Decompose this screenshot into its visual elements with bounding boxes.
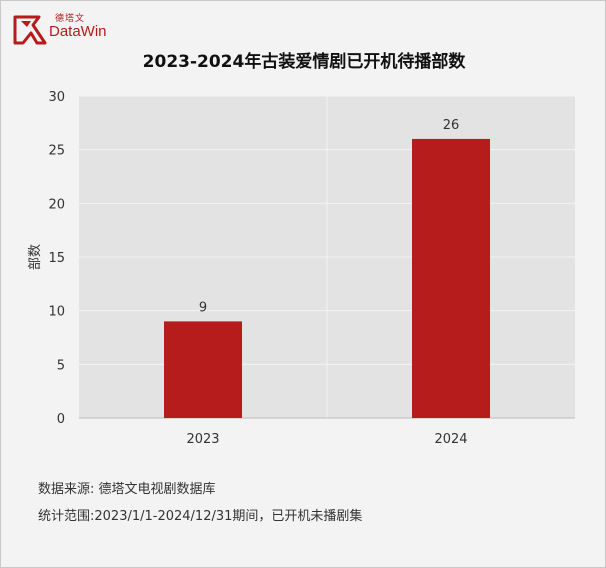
y-tick-label: 15	[48, 251, 65, 266]
y-tick-labels: 0 5 10 15 20 25 30	[48, 90, 65, 427]
brand-name-en: DataWin	[49, 23, 107, 40]
y-tick-label: 30	[48, 90, 65, 105]
data-labels: 9 26	[199, 118, 459, 315]
data-label: 9	[199, 300, 207, 315]
y-tick-label: 5	[57, 358, 65, 373]
brand-name-cn: 德塔文	[55, 14, 86, 24]
y-tick-label: 25	[48, 144, 65, 159]
x-tick-label: 2023	[186, 432, 219, 447]
grid-lines	[79, 95, 575, 418]
bar	[164, 321, 242, 418]
y-tick-label: 0	[57, 412, 65, 427]
data-range-note: 统计范围:2023/1/1-2024/12/31期间，已开机未播剧集	[38, 509, 363, 524]
data-source-note: 数据来源: 德塔文电视剧数据库	[38, 482, 216, 497]
bars	[164, 138, 490, 418]
x-tick-labels: 2023 2024	[186, 432, 467, 447]
y-axis-label: 部数	[28, 244, 43, 270]
y-tick-label: 10	[48, 305, 65, 320]
data-label: 26	[443, 118, 460, 133]
y-tick-label: 20	[48, 197, 65, 212]
datawin-logo-icon	[13, 15, 47, 45]
bar	[412, 138, 490, 418]
chart-title: 2023-2024年古装爱情剧已开机待播部数	[142, 52, 466, 72]
x-tick-label: 2024	[434, 432, 467, 447]
bar-chart: 0 5 10 15 20 25 30 9 26 2023 2024 部数	[28, 90, 575, 447]
